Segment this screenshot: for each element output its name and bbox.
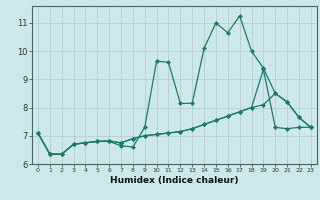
X-axis label: Humidex (Indice chaleur): Humidex (Indice chaleur) [110, 176, 239, 185]
